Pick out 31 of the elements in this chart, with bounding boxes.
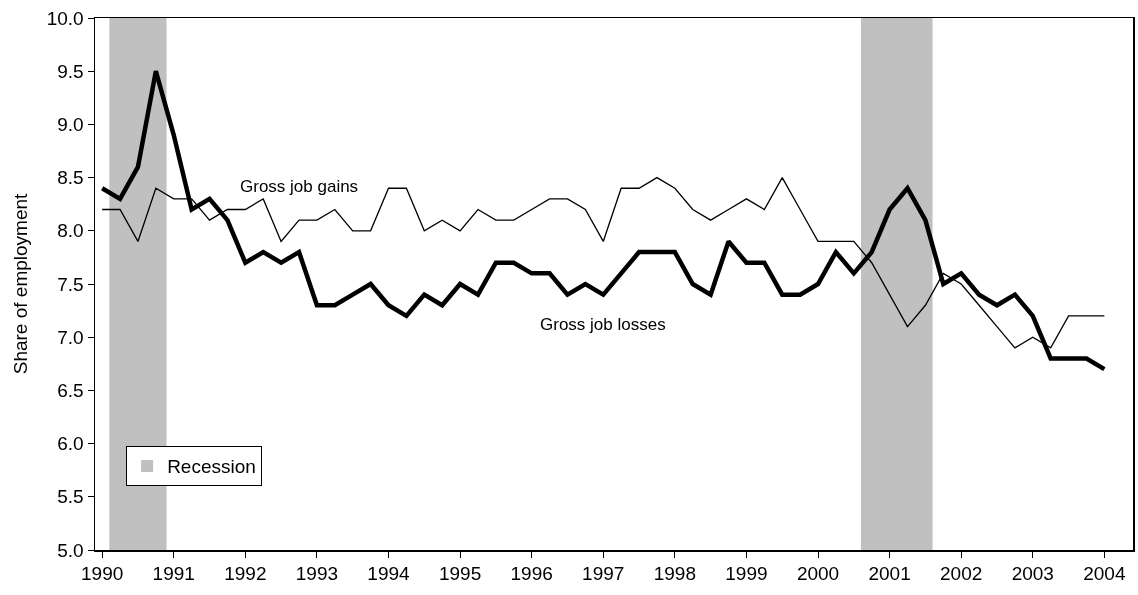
x-tick-label: 1994	[367, 563, 411, 585]
y-tick-label: 7.5	[57, 273, 84, 295]
y-tick-label: 9.0	[57, 114, 84, 136]
y-tick-label: 8.0	[57, 220, 84, 242]
x-tick-label: 1992	[224, 563, 267, 585]
line-series	[99, 68, 1107, 372]
x-tick-label: 1993	[295, 563, 339, 585]
x-tick-label: 1995	[438, 563, 482, 585]
y-tick-label: 6.5	[57, 380, 84, 402]
x-tick-label: 1996	[510, 563, 553, 585]
x-tick-label: 2003	[1011, 563, 1054, 585]
x-tick-label: 2002	[940, 563, 983, 585]
x-tick-label: 1998	[653, 563, 696, 585]
y-tick-label: 9.5	[57, 60, 84, 82]
y-tick-label: 6.0	[57, 433, 84, 455]
y-axis-title: Share of employment	[9, 192, 31, 375]
x-tick-label: 2004	[1083, 563, 1126, 585]
series-label: Gross job losses	[540, 315, 666, 334]
x-tick-label: 1997	[582, 563, 625, 585]
y-tick-label: 10.0	[46, 7, 84, 29]
y-tick-label: 5.0	[57, 539, 84, 561]
x-tick-label: 1991	[152, 563, 195, 585]
x-tick-label: 1999	[725, 563, 768, 585]
y-tick-label: 8.5	[57, 167, 84, 189]
series-label: Gross job gains	[240, 177, 359, 196]
x-tick-label: 2000	[796, 563, 840, 585]
band-label: Recession	[167, 456, 256, 478]
y-tick-label: 5.5	[57, 486, 84, 508]
y-tick-label: 7.0	[57, 326, 84, 348]
x-tick-label: 1990	[81, 563, 124, 585]
x-tick-label: 2001	[868, 563, 911, 585]
